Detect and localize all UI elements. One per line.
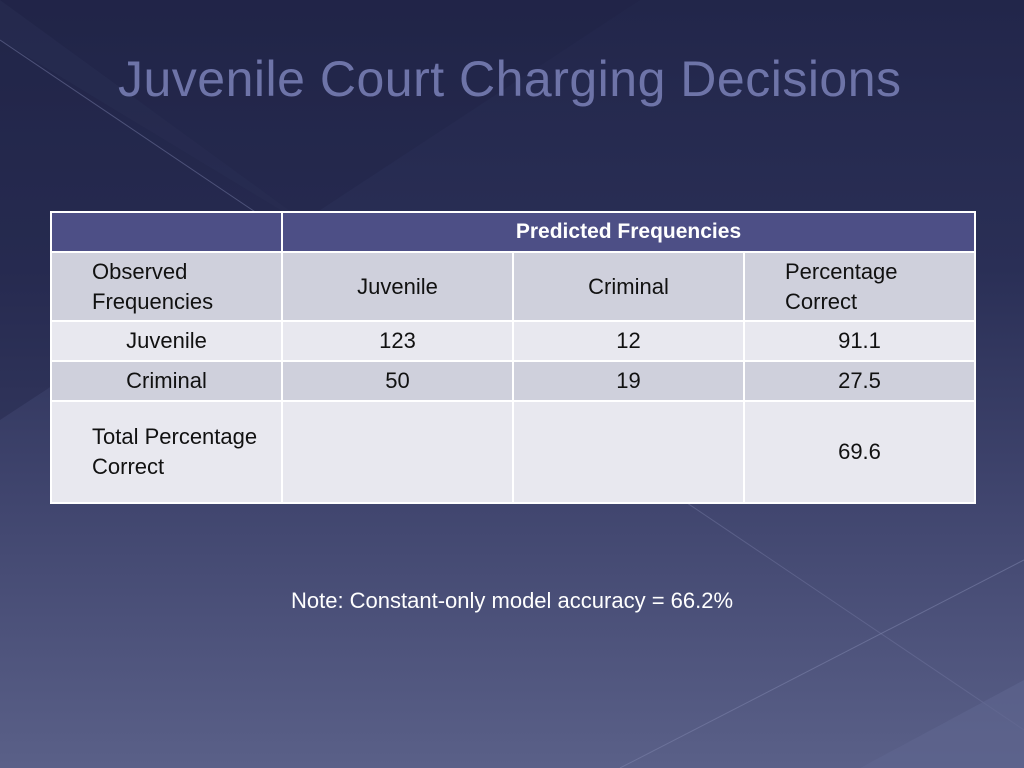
- predicted-frequencies-header: Predicted Frequencies: [281, 211, 976, 253]
- table-subheader-row: Observed Frequencies Juvenile Criminal P…: [50, 251, 976, 322]
- cell-percent: 27.5: [743, 360, 976, 402]
- observed-frequencies-label: Observed Frequencies: [50, 251, 283, 322]
- row-label-total: Total Percentage Correct: [50, 400, 283, 504]
- column-header-juvenile: Juvenile: [281, 251, 514, 322]
- cell-percent-total: 69.6: [743, 400, 976, 504]
- cell-criminal: 19: [512, 360, 745, 402]
- row-label: Juvenile: [50, 320, 283, 362]
- header-empty-cell: [50, 211, 283, 253]
- row-label: Criminal: [50, 360, 283, 402]
- cell-criminal: [512, 400, 745, 504]
- prediction-table: Predicted Frequencies Observed Frequenci…: [50, 211, 976, 504]
- cell-criminal: 12: [512, 320, 745, 362]
- cell-juvenile: 50: [281, 360, 514, 402]
- cell-juvenile: 123: [281, 320, 514, 362]
- cell-percent: 91.1: [743, 320, 976, 362]
- column-header-criminal: Criminal: [512, 251, 745, 322]
- cell-juvenile: [281, 400, 514, 504]
- accuracy-note: Note: Constant-only model accuracy = 66.…: [290, 588, 734, 613]
- table-header-row: Predicted Frequencies: [50, 211, 976, 253]
- column-header-percentage-correct: Percentage Correct: [743, 251, 976, 322]
- table-row: Criminal 50 19 27.5: [50, 360, 976, 402]
- slide-title: Juvenile Court Charging Decisions: [118, 51, 902, 107]
- table-row: Total Percentage Correct 69.6: [50, 400, 976, 504]
- table-row: Juvenile 123 12 91.1: [50, 320, 976, 362]
